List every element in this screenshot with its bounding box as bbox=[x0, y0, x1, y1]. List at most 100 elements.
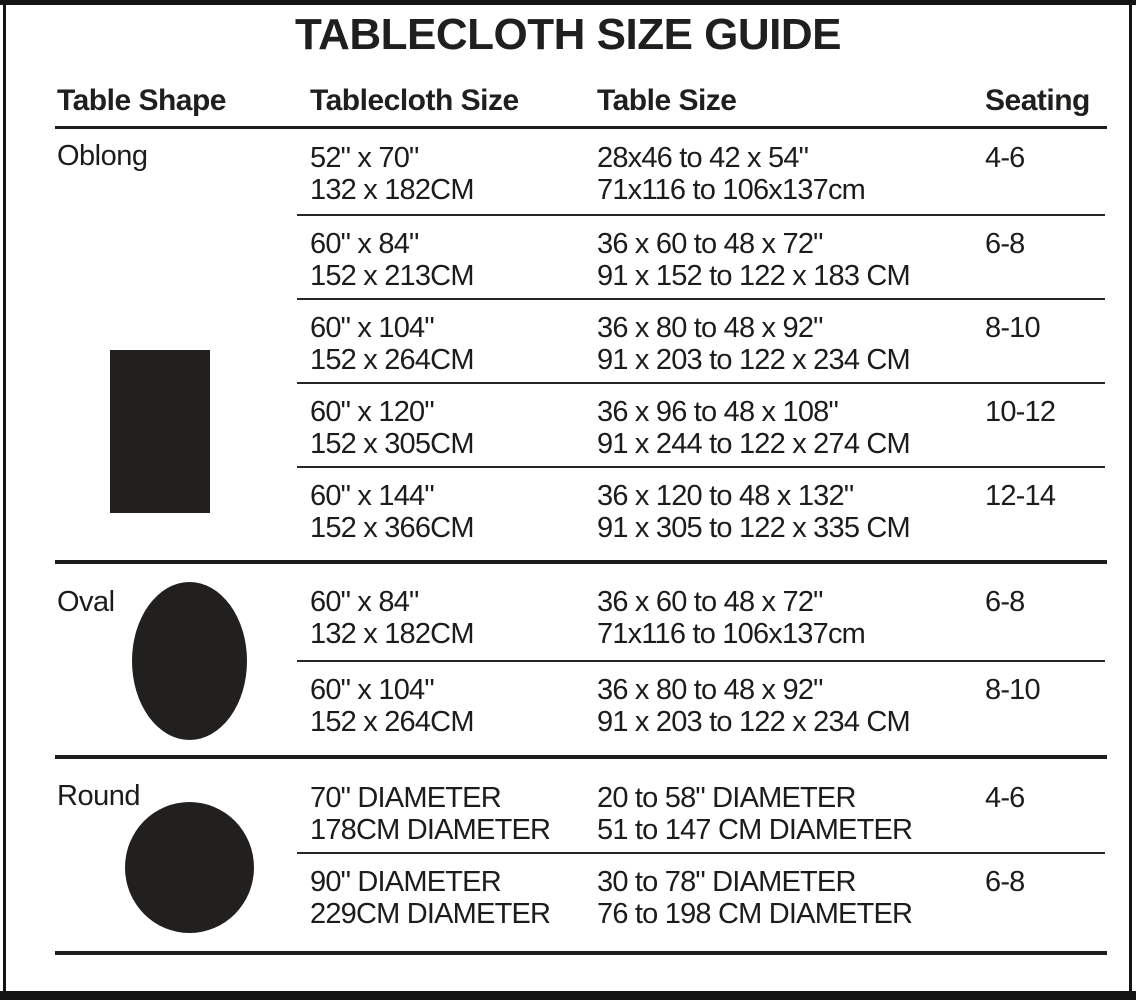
page-title: TABLECLOTH SIZE GUIDE bbox=[294, 10, 842, 59]
table-size-inches: 30 to 78" DIAMETER bbox=[597, 866, 856, 898]
tablecloth-size-cm: 152 x 366CM bbox=[310, 512, 474, 544]
seating-value: 12-14 bbox=[985, 480, 1056, 512]
header-divider bbox=[55, 126, 1107, 129]
table-row: 60" x 84" 152 x 213CM 36 x 60 to 48 x 72… bbox=[297, 214, 1105, 298]
table-row: 60" x 84" 132 x 182CM 36 x 60 to 48 x 72… bbox=[297, 574, 1105, 660]
cell-table-size: 36 x 60 to 48 x 72" 91 x 152 to 122 x 18… bbox=[597, 228, 985, 298]
circle-icon bbox=[125, 802, 254, 933]
cell-tablecloth-size: 60" x 104" 152 x 264CM bbox=[310, 312, 597, 382]
tablecloth-size-inches: 70" DIAMETER bbox=[310, 782, 502, 814]
tablecloth-size-inches: 60" x 84" bbox=[310, 586, 419, 618]
frame-right-border bbox=[1129, 0, 1132, 1000]
tablecloth-size-inches: 60" x 104" bbox=[310, 674, 435, 706]
cell-table-size: 36 x 80 to 48 x 92" 91 x 203 to 122 x 23… bbox=[597, 674, 985, 746]
seating-value: 6-8 bbox=[985, 228, 1025, 260]
section-oblong: Oblong 52" x 70" 132 x 182CM 28x46 to 42… bbox=[0, 130, 1136, 560]
table-size-cm: 91 x 305 to 122 x 335 CM bbox=[597, 512, 911, 544]
cell-table-size: 36 x 80 to 48 x 92" 91 x 203 to 122 x 23… bbox=[597, 312, 985, 382]
cell-tablecloth-size: 52" x 70" 132 x 182CM bbox=[310, 142, 597, 214]
cell-table-size: 30 to 78" DIAMETER 76 to 198 CM DIAMETER bbox=[597, 866, 985, 934]
column-header-table-shape: Table Shape bbox=[57, 84, 227, 117]
table-size-cm: 91 x 244 to 122 x 274 CM bbox=[597, 428, 911, 460]
tablecloth-size-inches: 52" x 70" bbox=[310, 142, 419, 174]
table-row: 60" x 104" 152 x 264CM 36 x 80 to 48 x 9… bbox=[297, 298, 1105, 382]
section-divider bbox=[55, 755, 1107, 759]
cell-table-size: 36 x 120 to 48 x 132" 91 x 305 to 122 x … bbox=[597, 480, 985, 550]
seating-value: 4-6 bbox=[985, 782, 1025, 814]
cell-seating: 4-6 bbox=[985, 142, 1105, 214]
section-rows: 52" x 70" 132 x 182CM 28x46 to 42 x 54" … bbox=[297, 130, 1105, 550]
table-size-cm: 91 x 203 to 122 x 234 CM bbox=[597, 706, 911, 738]
tablecloth-size-cm: 152 x 305CM bbox=[310, 428, 474, 460]
cell-seating: 8-10 bbox=[985, 674, 1105, 746]
seating-value: 4-6 bbox=[985, 142, 1025, 174]
seating-value: 8-10 bbox=[985, 312, 1041, 344]
tablecloth-size-cm: 178CM DIAMETER bbox=[310, 814, 551, 846]
table-size-inches: 36 x 60 to 48 x 72" bbox=[597, 586, 823, 618]
table-row: 60" x 120" 152 x 305CM 36 x 96 to 48 x 1… bbox=[297, 382, 1105, 466]
table-row: 52" x 70" 132 x 182CM 28x46 to 42 x 54" … bbox=[297, 130, 1105, 214]
cell-tablecloth-size: 60" x 104" 152 x 264CM bbox=[310, 674, 597, 746]
seating-value: 8-10 bbox=[985, 674, 1041, 706]
cell-seating: 6-8 bbox=[985, 228, 1105, 298]
tablecloth-size-cm: 132 x 182CM bbox=[310, 174, 474, 206]
seating-value: 6-8 bbox=[985, 586, 1025, 618]
tablecloth-size-inches: 60" x 104" bbox=[310, 312, 435, 344]
seating-value: 10-12 bbox=[985, 396, 1056, 428]
shape-label-oval: Oval bbox=[57, 586, 115, 618]
tablecloth-size-cm: 152 x 213CM bbox=[310, 260, 474, 292]
tablecloth-size-inches: 90" DIAMETER bbox=[310, 866, 502, 898]
section-round: Round 70" DIAMETER 178CM DIAMETER 20 to … bbox=[0, 770, 1136, 951]
table-size-inches: 36 x 80 to 48 x 92" bbox=[597, 312, 823, 344]
tablecloth-size-cm: 152 x 264CM bbox=[310, 344, 474, 376]
table-row: 60" x 104" 152 x 264CM 36 x 80 to 48 x 9… bbox=[297, 660, 1105, 746]
cell-table-size: 36 x 96 to 48 x 108" 91 x 244 to 122 x 2… bbox=[597, 396, 985, 466]
cell-tablecloth-size: 60" x 120" 152 x 305CM bbox=[310, 396, 597, 466]
table-size-inches: 36 x 80 to 48 x 92" bbox=[597, 674, 823, 706]
frame-top-bar bbox=[0, 0, 1136, 5]
bottom-divider bbox=[55, 951, 1107, 955]
rectangle-icon bbox=[110, 350, 210, 513]
table-size-inches: 20 to 58" DIAMETER bbox=[597, 782, 856, 814]
column-header-table-size: Table Size bbox=[597, 84, 737, 117]
table-size-cm: 71x116 to 106x137cm bbox=[597, 618, 866, 650]
section-rows: 70" DIAMETER 178CM DIAMETER 20 to 58" DI… bbox=[297, 770, 1105, 934]
table-size-cm: 76 to 198 CM DIAMETER bbox=[597, 898, 913, 930]
column-header-seating: Seating bbox=[985, 84, 1090, 117]
table-size-cm: 91 x 203 to 122 x 234 CM bbox=[597, 344, 911, 376]
table-size-inches: 36 x 120 to 48 x 132" bbox=[597, 480, 854, 512]
table-size-inches: 36 x 60 to 48 x 72" bbox=[597, 228, 823, 260]
section-rows: 60" x 84" 132 x 182CM 36 x 60 to 48 x 72… bbox=[297, 574, 1105, 746]
frame-bottom-bar bbox=[0, 991, 1136, 1000]
cell-tablecloth-size: 70" DIAMETER 178CM DIAMETER bbox=[310, 782, 597, 852]
cell-seating: 10-12 bbox=[985, 396, 1105, 466]
seating-value: 6-8 bbox=[985, 866, 1025, 898]
cell-seating: 8-10 bbox=[985, 312, 1105, 382]
cell-tablecloth-size: 60" x 84" 132 x 182CM bbox=[310, 586, 597, 660]
section-divider bbox=[55, 560, 1107, 564]
cell-table-size: 36 x 60 to 48 x 72" 71x116 to 106x137cm bbox=[597, 586, 985, 660]
tablecloth-size-inches: 60" x 120" bbox=[310, 396, 435, 428]
column-header-tablecloth-size: Tablecloth Size bbox=[310, 84, 519, 117]
table-size-cm: 51 to 147 CM DIAMETER bbox=[597, 814, 913, 846]
cell-table-size: 28x46 to 42 x 54" 71x116 to 106x137cm bbox=[597, 142, 985, 214]
tablecloth-size-cm: 152 x 264CM bbox=[310, 706, 474, 738]
table-size-cm: 71x116 to 106x137cm bbox=[597, 174, 866, 206]
table-row: 90" DIAMETER 229CM DIAMETER 30 to 78" DI… bbox=[297, 852, 1105, 934]
section-oval: Oval 60" x 84" 132 x 182CM 36 x 60 to 48… bbox=[0, 574, 1136, 755]
table-row: 70" DIAMETER 178CM DIAMETER 20 to 58" DI… bbox=[297, 770, 1105, 852]
cell-tablecloth-size: 90" DIAMETER 229CM DIAMETER bbox=[310, 866, 597, 934]
cell-tablecloth-size: 60" x 84" 152 x 213CM bbox=[310, 228, 597, 298]
shape-label-round: Round bbox=[57, 780, 140, 812]
cell-seating: 6-8 bbox=[985, 866, 1105, 934]
tablecloth-size-cm: 132 x 182CM bbox=[310, 618, 474, 650]
tablecloth-size-cm: 229CM DIAMETER bbox=[310, 898, 551, 930]
oval-icon bbox=[132, 582, 247, 740]
table-size-inches: 36 x 96 to 48 x 108" bbox=[597, 396, 839, 428]
tablecloth-size-inches: 60" x 144" bbox=[310, 480, 435, 512]
cell-seating: 6-8 bbox=[985, 586, 1105, 660]
cell-table-size: 20 to 58" DIAMETER 51 to 147 CM DIAMETER bbox=[597, 782, 985, 852]
table-size-inches: 28x46 to 42 x 54" bbox=[597, 142, 809, 174]
table-row: 60" x 144" 152 x 366CM 36 x 120 to 48 x … bbox=[297, 466, 1105, 550]
